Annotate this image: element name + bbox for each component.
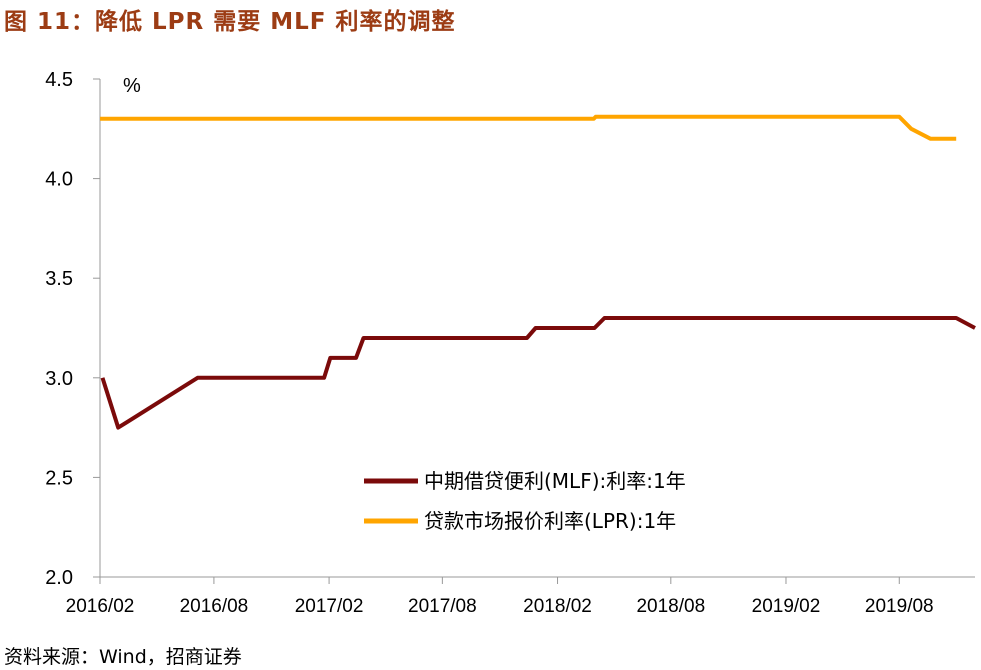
source-note: 资料来源：Wind，招商证券 bbox=[4, 646, 242, 668]
y-tick-label: 2.5 bbox=[45, 467, 73, 489]
x-tick-label: 2019/02 bbox=[752, 596, 821, 617]
y-tick-group: 2.0 2.5 3.0 3.5 4.0 4.5 bbox=[45, 69, 100, 589]
series-line-lpr bbox=[100, 114, 957, 141]
x-axis: 2016/02 2016/08 2017/02 2017/08 2018/02 2018/… bbox=[66, 576, 975, 617]
x-tick-label: 2016/02 bbox=[66, 596, 135, 617]
x-tick-label: 2019/08 bbox=[865, 596, 934, 617]
series-layer bbox=[100, 114, 976, 430]
figure-title: 图 11：降低 LPR 需要 MLF 利率的调整 bbox=[4, 9, 456, 35]
series-line-mlf bbox=[100, 316, 976, 430]
x-tick-label: 2018/02 bbox=[523, 596, 592, 617]
y-unit-label: % bbox=[123, 75, 141, 97]
y-tick-label: 4.0 bbox=[45, 169, 73, 191]
x-tick-label: 2018/08 bbox=[636, 596, 705, 617]
x-tick-label: 2017/08 bbox=[408, 596, 477, 617]
legend: 中期借贷便利(MLF):利率:1年 贷款市场报价利率(LPR):1年 bbox=[364, 469, 686, 533]
y-axis: 2.0 2.5 3.0 3.5 4.0 4.5 bbox=[45, 69, 101, 589]
legend-label-mlf: 中期借贷便利(MLF):利率:1年 bbox=[424, 469, 686, 493]
y-tick-label: 2.0 bbox=[45, 567, 73, 589]
y-tick-label: 3.5 bbox=[45, 268, 73, 290]
x-tick-label: 2017/02 bbox=[295, 596, 364, 617]
y-tick-label: 3.0 bbox=[45, 368, 73, 390]
y-tick-label: 4.5 bbox=[45, 69, 73, 91]
x-tick-group: 2016/02 2016/08 2017/02 2017/08 2018/02 2018/… bbox=[66, 577, 934, 617]
legend-label-lpr: 贷款市场报价利率(LPR):1年 bbox=[424, 509, 676, 533]
x-tick-label: 2016/08 bbox=[180, 596, 249, 617]
